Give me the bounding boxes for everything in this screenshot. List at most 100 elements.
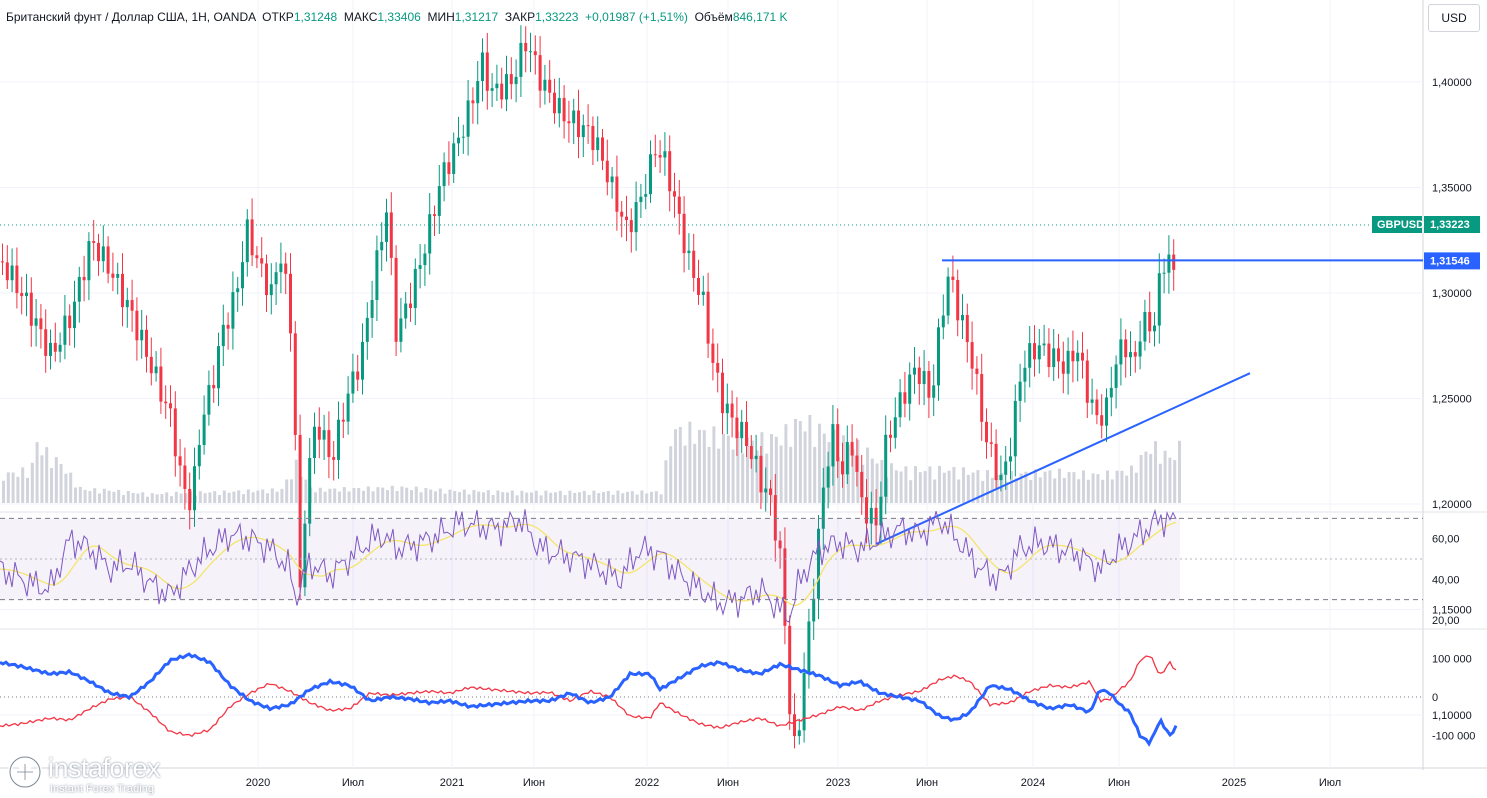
volume-label: Объём xyxy=(694,10,733,24)
candle-body xyxy=(404,303,408,319)
candle-body xyxy=(337,419,340,460)
volume-bar xyxy=(587,494,591,503)
candle-body xyxy=(1090,399,1094,403)
candle-body xyxy=(423,253,427,266)
candle-body xyxy=(831,424,835,467)
volume-bar xyxy=(429,489,433,503)
volume-bar xyxy=(237,490,241,503)
price-tag-value-bg xyxy=(1424,215,1480,233)
volume-bar xyxy=(1158,463,1162,503)
volume-bar xyxy=(477,491,481,503)
volume-bar xyxy=(981,480,985,503)
candle-body xyxy=(764,488,768,493)
volume-bar xyxy=(160,494,164,503)
volume-bar xyxy=(904,466,908,503)
volume-bar xyxy=(54,457,58,503)
volume-bar xyxy=(750,440,754,503)
volume-bar xyxy=(16,476,20,503)
candle-body xyxy=(754,455,758,460)
volume-bar xyxy=(1043,471,1047,503)
candle-body xyxy=(941,315,945,328)
volume-bar xyxy=(165,492,169,503)
volume-bar xyxy=(203,493,207,503)
time-tick-label: 2023 xyxy=(826,777,850,789)
candle-body xyxy=(68,315,72,329)
volume-bar xyxy=(1173,460,1177,503)
volume-bar xyxy=(155,494,159,503)
volume-bar xyxy=(1024,471,1028,503)
time-tick-label: 2020 xyxy=(246,777,270,789)
volume-bar xyxy=(722,433,725,503)
volume-bar xyxy=(755,450,759,503)
volume-bar xyxy=(726,435,730,503)
candle-body xyxy=(562,97,566,122)
volume-bar xyxy=(362,490,365,503)
candle-body xyxy=(884,434,888,497)
volume-bar xyxy=(256,490,260,503)
volume-bar xyxy=(1115,470,1119,503)
volume-bar xyxy=(952,467,956,503)
candle-body xyxy=(793,714,796,737)
volume-bar xyxy=(323,491,327,503)
volume-bar xyxy=(170,496,173,503)
volume-bar xyxy=(525,492,529,503)
candle-body xyxy=(865,497,868,524)
candle-body xyxy=(759,455,763,493)
candle-body xyxy=(725,403,729,414)
volume-bar xyxy=(717,448,721,503)
candle-body xyxy=(591,126,595,151)
volume-bar xyxy=(947,470,951,503)
candle-body xyxy=(970,342,974,369)
volume-bar xyxy=(83,489,87,503)
candle-body xyxy=(394,257,398,342)
candle-body xyxy=(1076,352,1080,362)
candle-body xyxy=(1148,311,1152,332)
volume-bar xyxy=(208,492,212,503)
candle-body xyxy=(716,362,720,373)
candle-body xyxy=(106,246,110,274)
time-tick-label: Июл xyxy=(342,777,364,789)
volume-bar xyxy=(395,491,399,503)
volume-bar xyxy=(626,491,629,503)
currency-button[interactable]: USD xyxy=(1428,4,1480,32)
volume-bar xyxy=(270,488,274,503)
candle-body xyxy=(1,261,4,263)
candle-body xyxy=(500,83,504,100)
volume-bar xyxy=(1067,472,1071,503)
volume-bar xyxy=(746,437,749,503)
volume-bar xyxy=(198,491,202,503)
price-tick-label: 1,35000 xyxy=(1432,183,1472,195)
candle-body xyxy=(250,219,254,256)
candle-body xyxy=(869,507,873,524)
volume-bar xyxy=(26,477,29,503)
volume-bar xyxy=(1005,481,1009,503)
volume-bar xyxy=(386,490,389,503)
volume-bar xyxy=(419,492,423,503)
volume-bar xyxy=(606,491,610,503)
candle-body xyxy=(476,81,480,104)
volume-bar xyxy=(530,492,533,503)
candle-body xyxy=(610,176,614,183)
candle-body xyxy=(1023,367,1027,382)
candle-body xyxy=(1153,325,1156,332)
volume-bar xyxy=(246,489,250,503)
candle-body xyxy=(111,273,115,278)
candle-body xyxy=(581,125,585,138)
candle-body xyxy=(44,329,48,356)
candle-body xyxy=(10,265,14,281)
candle-body xyxy=(169,403,172,409)
volume-bar xyxy=(1144,451,1148,503)
candle-body xyxy=(682,213,686,254)
candle-body xyxy=(25,292,28,297)
candle-body xyxy=(293,333,297,435)
candle-body xyxy=(485,52,489,91)
candle-body xyxy=(221,324,225,347)
candle-body xyxy=(548,79,552,93)
volume-bar xyxy=(136,493,140,503)
candle-body xyxy=(1052,348,1056,368)
volume-bar xyxy=(453,491,457,503)
candle-body xyxy=(140,329,144,341)
candle-body xyxy=(1028,343,1032,368)
candle-body xyxy=(303,523,307,588)
